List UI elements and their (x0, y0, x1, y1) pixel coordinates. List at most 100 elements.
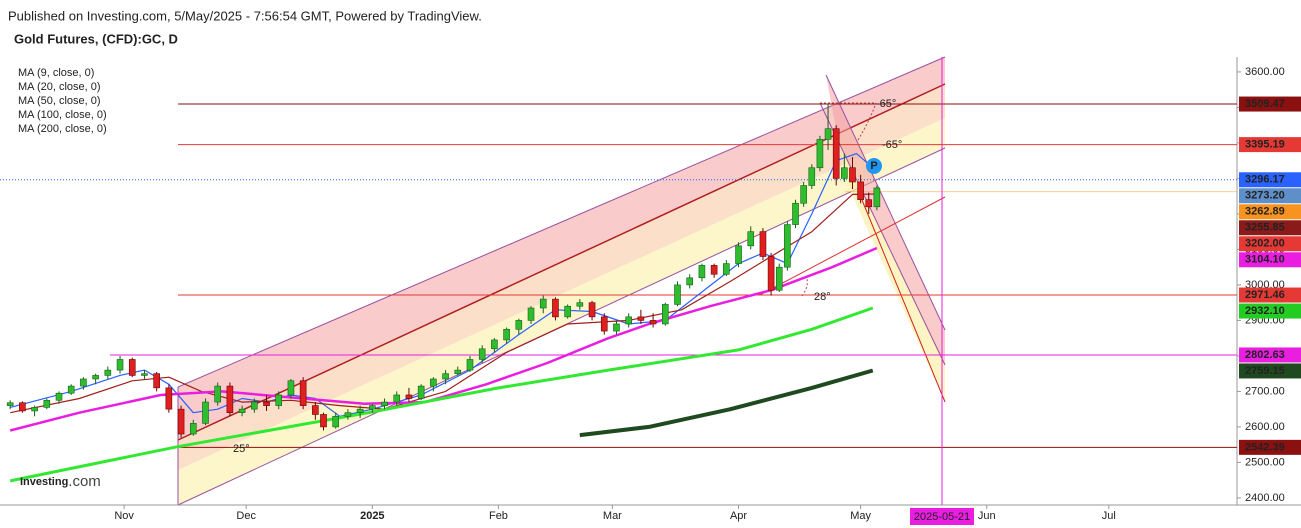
price-badge-label: 2542.39 (1245, 441, 1285, 453)
candle-body (344, 412, 352, 417)
price-badge (1239, 220, 1301, 236)
candle-body (637, 316, 645, 321)
candle-body (430, 378, 437, 387)
candle-body (405, 394, 413, 399)
candle-body (674, 284, 681, 305)
watermark-brand: Investing (20, 476, 68, 488)
price-badge-label: 3296.17 (1245, 174, 1285, 186)
y-tick-label: 2500.00 (1245, 456, 1285, 468)
candle-body (6, 402, 14, 406)
price-badge (1239, 363, 1301, 379)
price-badge (1239, 252, 1301, 268)
candle-body (263, 401, 270, 406)
price-badge (1239, 303, 1301, 319)
candle-body (141, 373, 148, 376)
candle-body (527, 307, 535, 321)
candle-body (299, 380, 307, 406)
candle-body (491, 339, 498, 350)
angle-label: -65° (876, 98, 896, 110)
candle-body (312, 405, 319, 415)
candle-body (153, 373, 160, 389)
price-badge (1239, 188, 1301, 204)
price-badge-label: 3395.19 (1245, 139, 1285, 151)
price-badge-label: 2759.15 (1245, 365, 1285, 377)
x-tick-label: Dec (236, 510, 256, 522)
candle-body (80, 378, 87, 387)
drawings (177, 56, 946, 506)
candle-body (832, 128, 840, 179)
candle-body (189, 423, 197, 435)
candle-body (775, 266, 783, 291)
cursor-badge (909, 508, 974, 525)
watermark: Investing.com (20, 473, 101, 490)
candle-body (841, 167, 848, 179)
candle-body (857, 181, 864, 201)
price-badge (1239, 439, 1301, 455)
candle-body (824, 128, 832, 140)
legend-entry: MA (100, close, 0) (18, 109, 107, 121)
candle-body (588, 302, 596, 318)
y-tick-label: 3600.00 (1245, 66, 1285, 78)
x-tick-label: Feb (489, 510, 508, 522)
candle-body (723, 263, 730, 275)
price-badge-label: 3509.47 (1245, 98, 1285, 110)
legend-entry: MA (20, close, 0) (18, 81, 101, 93)
fall-band (826, 75, 945, 365)
fall-line (825, 74, 946, 331)
candle-body (214, 385, 221, 403)
candle-body (784, 224, 791, 268)
price-badge (1239, 347, 1301, 363)
candle-body (128, 359, 136, 376)
candle-body (600, 316, 608, 332)
y-tick-label: 2600.00 (1245, 421, 1285, 433)
price-badge-label: 3262.89 (1245, 206, 1285, 218)
candle-body (104, 369, 112, 376)
candle-body (332, 415, 339, 428)
y-tick-label: 2400.00 (1245, 492, 1285, 504)
candle-body (43, 399, 51, 408)
marker-label: P (870, 160, 877, 172)
candle-body (466, 359, 474, 371)
candle-body (442, 373, 449, 380)
marker-dot (866, 158, 882, 174)
x-tick-label: Jul (1102, 510, 1116, 522)
candle-body (849, 167, 856, 183)
candle-body (55, 392, 63, 401)
candle-body (759, 231, 767, 257)
price-badge-label: 3202.00 (1245, 238, 1285, 250)
fall-line (819, 102, 946, 366)
candle-body (698, 265, 706, 279)
instrument: Gold Futures, (CFD):GC, D (14, 31, 178, 46)
candle-body (625, 316, 632, 325)
candle-body (747, 231, 755, 247)
price-badge-label: 2802.63 (1245, 349, 1285, 361)
candle-body (649, 320, 657, 325)
legend-entry: MA (200, close, 0) (18, 123, 107, 135)
channel-line (177, 56, 946, 388)
candle-body (539, 298, 547, 309)
price-badge (1239, 204, 1301, 220)
x-tick-label: Jun (978, 510, 996, 522)
y-tick-label: 2700.00 (1245, 385, 1285, 397)
candle-body (515, 320, 523, 330)
price-badge-label: 2932.10 (1245, 305, 1285, 317)
price-badge (1239, 96, 1301, 112)
x-tick-label: Nov (114, 510, 134, 522)
candle-body (808, 167, 816, 186)
cursor-label: 2025-05-21 (914, 511, 970, 523)
price-badge (1239, 236, 1301, 252)
candle-body (177, 408, 185, 435)
candle-body (552, 298, 559, 318)
price-badge (1239, 137, 1301, 153)
x-tick-label: May (850, 510, 871, 522)
angle-label: 25° (233, 443, 250, 455)
candle-body (478, 348, 486, 360)
candle-body (816, 139, 824, 169)
candle-body (873, 187, 881, 208)
candle-body (116, 359, 124, 371)
candle-body (613, 323, 620, 332)
channel-band (178, 84, 945, 470)
candle-body (31, 407, 38, 412)
candle-body (275, 394, 283, 406)
